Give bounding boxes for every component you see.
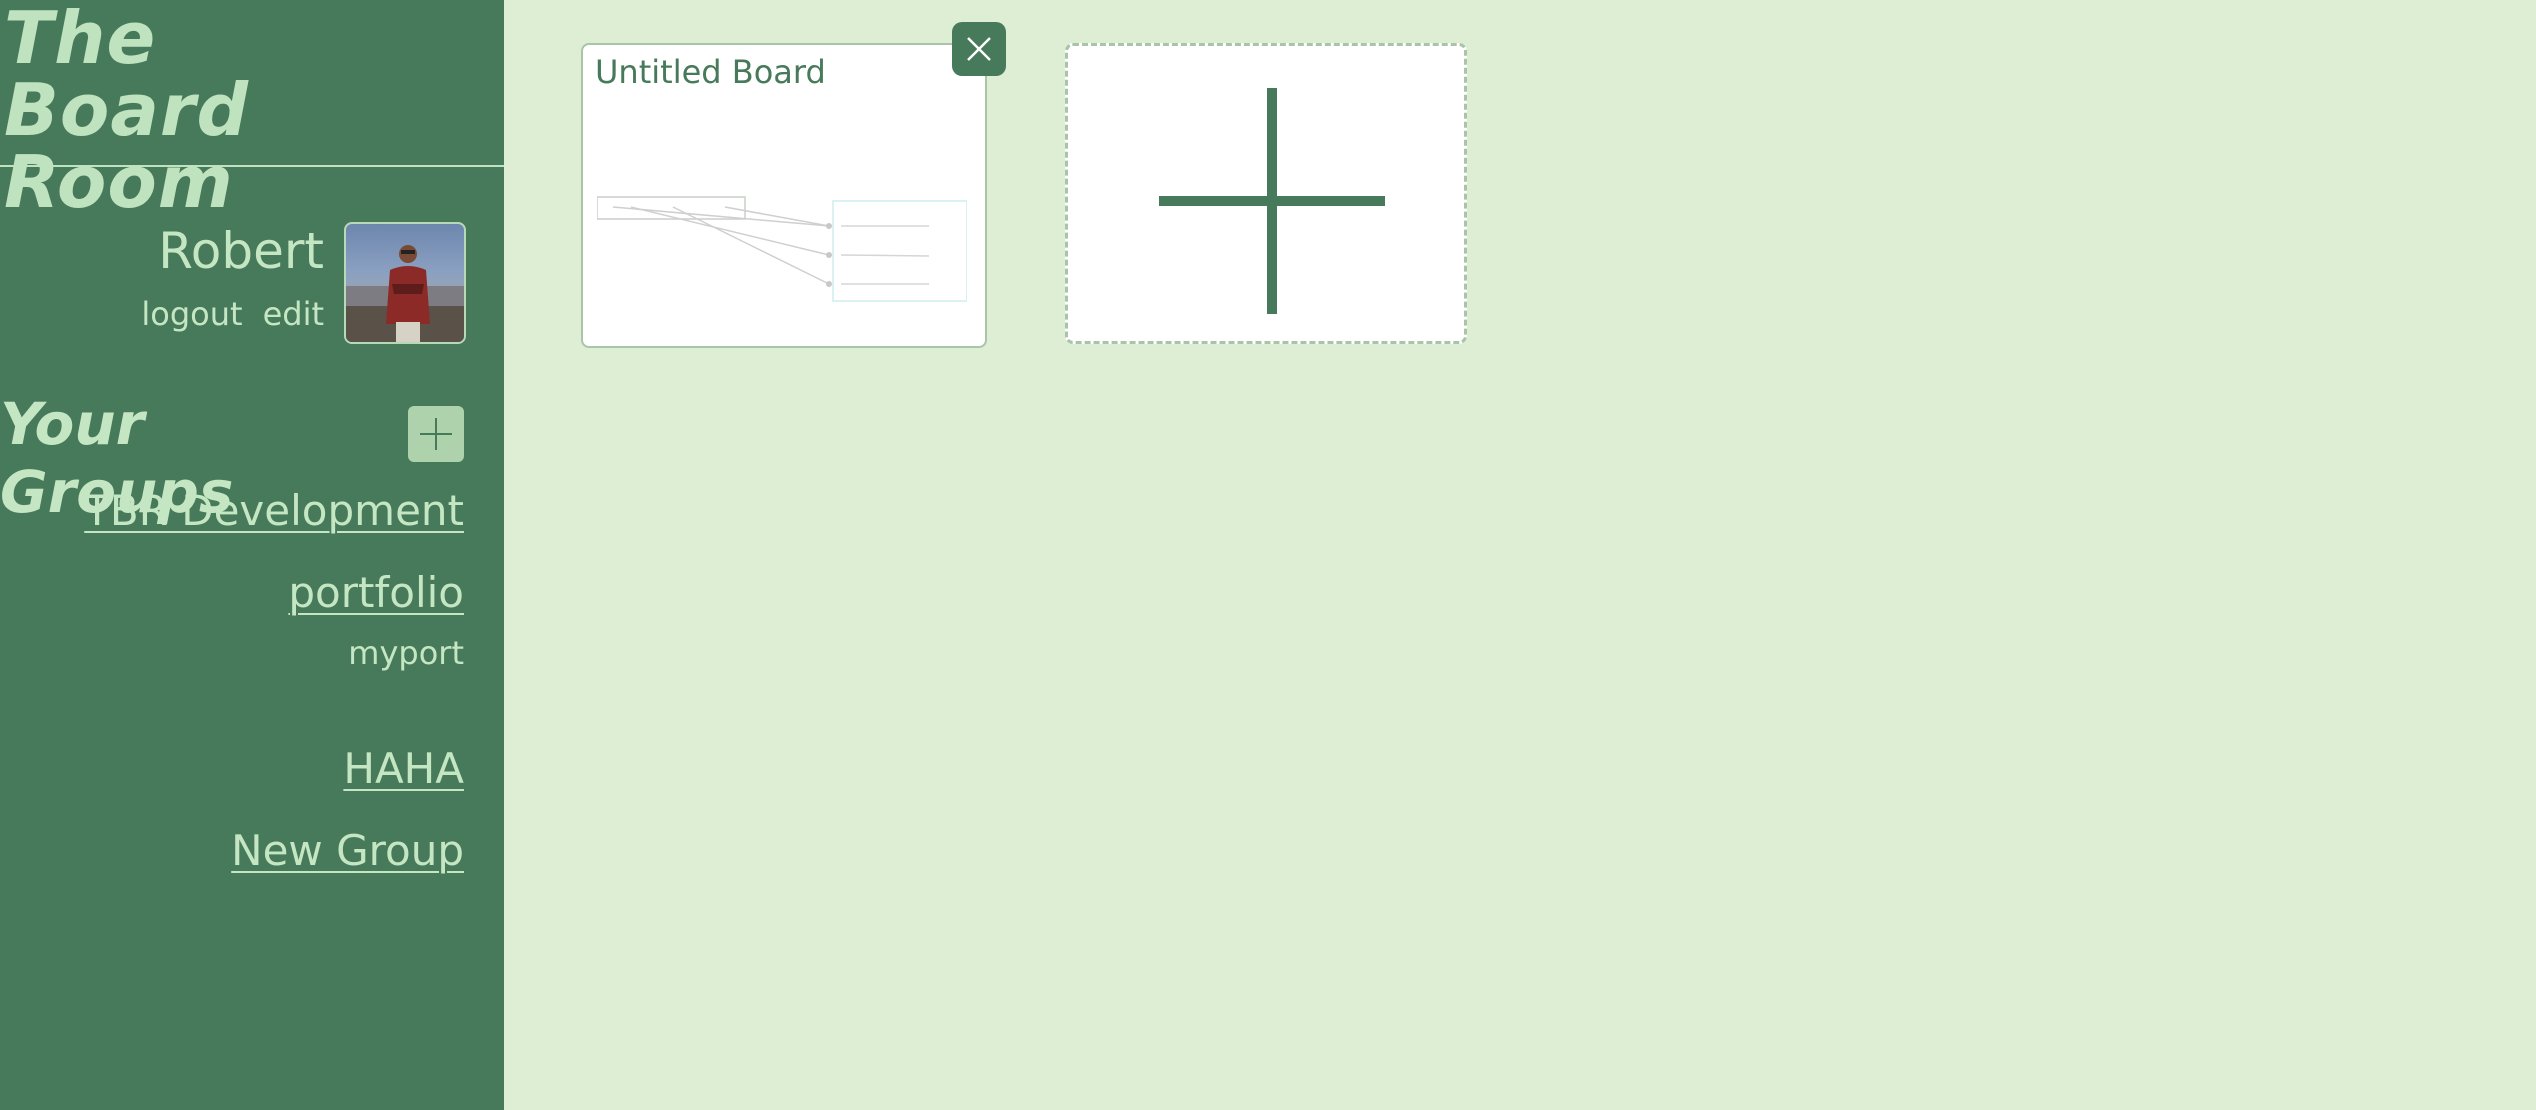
group-subitem-myport[interactable]: myport [348, 634, 464, 672]
add-group-plus-icon [420, 418, 452, 450]
app-title-line2: Room [4, 140, 234, 224]
user-name: Robert [158, 222, 324, 280]
avatar-image [346, 245, 464, 342]
app-title-line1: The Board [4, 0, 249, 152]
add-group-button[interactable] [408, 406, 464, 462]
plus-icon [1159, 88, 1385, 314]
your-groups-heading: Your Groups [0, 390, 234, 526]
delete-board-button[interactable] [952, 22, 1006, 76]
group-link-tbr-development[interactable]: TBR Development [84, 486, 464, 535]
logout-link[interactable]: logout [141, 295, 243, 333]
board-thumbnail [597, 196, 967, 302]
new-board-button[interactable] [1065, 43, 1467, 344]
avatar[interactable] [344, 222, 466, 344]
sidebar-divider [0, 165, 504, 167]
group-link-portfolio[interactable]: portfolio [288, 568, 464, 617]
group-link-new-group[interactable]: New Group [231, 826, 464, 875]
board-card[interactable]: Untitled Board [581, 43, 987, 348]
close-icon [967, 37, 991, 61]
group-link-haha[interactable]: HAHA [343, 744, 464, 793]
app-logo[interactable]: The Board Room [4, 2, 364, 218]
user-links: logout edit [121, 295, 324, 333]
edit-profile-link[interactable]: edit [262, 295, 324, 333]
board-title: Untitled Board [595, 53, 826, 91]
sidebar: The Board Room Robert logout edit Your Gr… [0, 0, 504, 1110]
